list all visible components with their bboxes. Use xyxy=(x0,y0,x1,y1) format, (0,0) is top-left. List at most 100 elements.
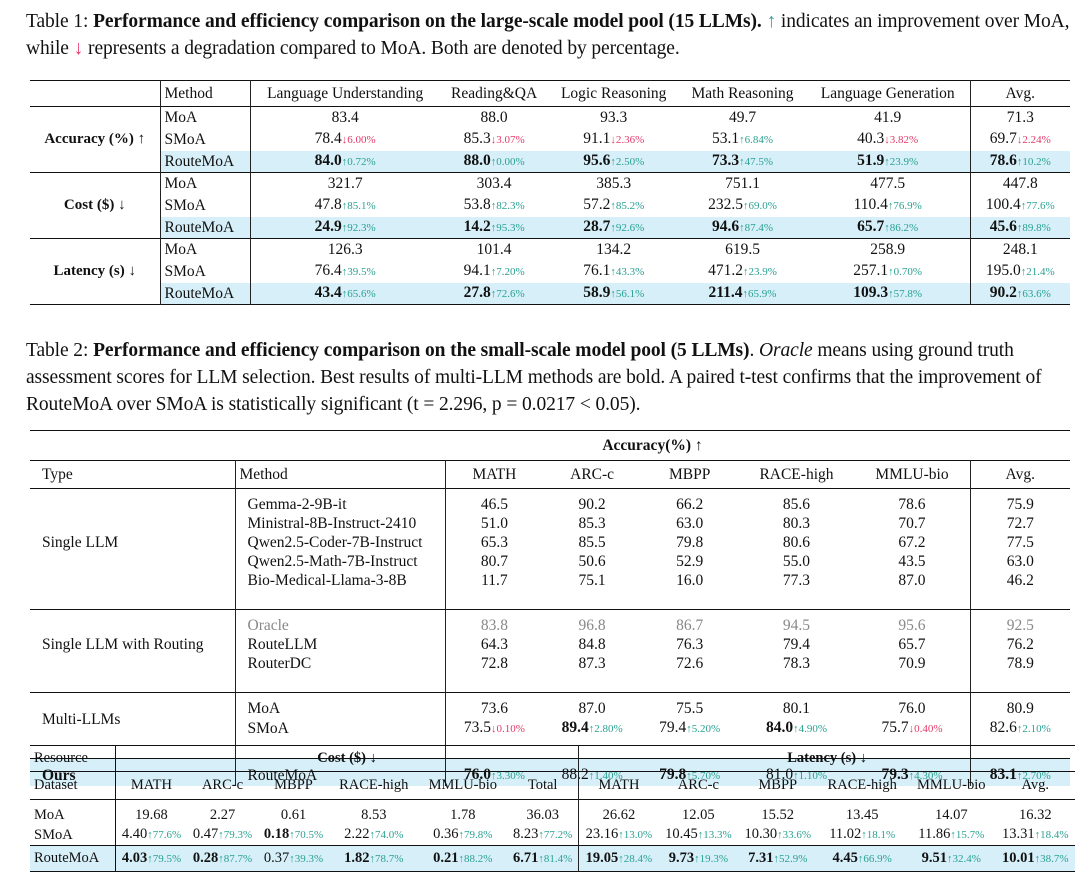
table1-value-cell: 27.8↑72.6% xyxy=(439,282,549,305)
cell-value: 211.4 xyxy=(708,283,743,301)
table2-row: Bio-Medical-Llama-3-8B 11.7 75.1 16.0 77.3 87… xyxy=(30,571,1070,590)
cell-delta: ↑79.8% xyxy=(458,829,493,841)
cell-delta: ↑39.5% xyxy=(341,266,376,278)
table3-value-cell: 10.30↑33.6% xyxy=(738,825,817,846)
cell-value: 28.7 xyxy=(583,217,611,235)
cell-delta: ↑18.1% xyxy=(861,829,896,841)
table3-method-cell: MoA xyxy=(30,799,116,825)
table3-value-cell: 0.36↑79.8% xyxy=(419,825,508,846)
cell-value: 1.82 xyxy=(344,849,370,866)
cell-value: 0.47 xyxy=(192,826,219,842)
table3-value-cell: 10.45↑13.3% xyxy=(659,825,738,846)
spacer-cell xyxy=(641,673,739,693)
cell-value: 2.27 xyxy=(209,807,236,823)
table2-caption: Table 2: Performance and efficiency comp… xyxy=(26,337,1072,418)
table2-row: Qwen2.5-Math-7B-Instruct 80.7 50.6 52.9 55.0… xyxy=(30,552,1070,571)
table2-value-cell: 86.7 xyxy=(641,610,739,636)
table3: Resource Cost ($) ↓ Latency (s) ↓ Dataset MA… xyxy=(30,745,1075,872)
cell-value: 93.3 xyxy=(600,109,628,127)
table3-cost-col: MMLU-bio xyxy=(428,777,498,793)
table2-value-cell: 80.3 xyxy=(738,514,854,533)
table3-value-cell: 0.28↑87.7% xyxy=(187,845,258,872)
table2-value-cell: 83.8 xyxy=(444,609,544,635)
table1-header-cell: Avg. xyxy=(969,80,1070,107)
table2-value-cell: 76.2 xyxy=(969,635,1070,654)
table1-row: SMoA 47.8↑85.1% 53.8↑82.3% 57.2↑85.2% 232.5↑… xyxy=(30,194,1070,217)
cell-delta: ↑43.3% xyxy=(610,266,645,278)
cell-value: 86.7 xyxy=(676,617,704,634)
cell-delta: ↑5.70% xyxy=(686,770,721,782)
cell-value: 0.18 xyxy=(263,826,290,842)
table2-method-cell: Qwen2.5-Math-7B-Instruct xyxy=(234,552,445,571)
cell-delta: ↑4.30% xyxy=(908,770,943,782)
table1-value-cell: 232.5↑69.0% xyxy=(679,195,806,217)
cell-value: 51.9 xyxy=(857,151,885,169)
spacer-cell xyxy=(969,590,1070,610)
table2-value-cell: 66.2 xyxy=(641,489,739,515)
cell-value: 12.05 xyxy=(682,807,715,823)
cell-value: 0.36 xyxy=(433,826,459,842)
cell-value: 303.4 xyxy=(476,175,512,193)
table2-header-cell: Method xyxy=(234,460,445,489)
table3-latency-header: Latency (s) ↓ xyxy=(578,745,1075,772)
table1-header-cell: Language Generation xyxy=(820,85,955,102)
spacer-cell xyxy=(30,590,235,610)
table2-group-spacer xyxy=(30,590,1070,610)
cell-value: 83.8 xyxy=(480,617,508,634)
table3-value-cell: 19.05↑28.4% xyxy=(578,845,659,872)
cell-value: 49.7 xyxy=(728,109,757,127)
table2-super-spacer xyxy=(30,431,235,461)
cell-delta: ↑69.0% xyxy=(742,200,777,212)
table2-value-cell: 75.7↓0.40% xyxy=(854,718,970,739)
table2-value-cell: 79.8 xyxy=(641,533,739,552)
cell-delta: ↑13.0% xyxy=(618,829,653,841)
cell-value: 71.3 xyxy=(1006,109,1034,127)
table2-type-cell: Single LLM with Routing xyxy=(42,636,204,653)
table1-value-cell: 447.8 xyxy=(969,172,1070,195)
cell-delta: ↑3.30% xyxy=(491,770,525,782)
cell-value: 78.6 xyxy=(898,496,926,513)
cell-delta: ↑76.9% xyxy=(887,200,922,212)
cell-delta: ↑6.84% xyxy=(739,134,774,146)
spacer-cell xyxy=(854,590,970,610)
cell-value: 78.4 xyxy=(314,130,342,147)
table3-value-cell: 1.82↑78.7% xyxy=(329,845,419,872)
table3-value-cell: 9.51↑32.4% xyxy=(906,845,996,872)
table1-value-cell: 101.4 xyxy=(440,239,548,261)
table2-row: Single LLM with Routing Oracle 83.8 96.8 86.… xyxy=(30,609,1070,653)
cell-delta: ↑19.3% xyxy=(694,852,728,865)
cell-value: 73.6 xyxy=(480,700,508,717)
cell-value: 26.62 xyxy=(602,807,636,823)
cell-value: 41.9 xyxy=(874,109,902,127)
table1-header-cell: Method xyxy=(159,80,250,107)
table1-value-cell: 477.5 xyxy=(806,173,970,195)
spacer-cell xyxy=(444,739,544,759)
table3-value-cell: 4.03↑79.5% xyxy=(115,845,187,872)
cell-value: 78.9 xyxy=(1006,655,1034,672)
table3-value-cell: 14.07 xyxy=(907,800,996,826)
table1-caption: Table 1: Performance and efficiency comp… xyxy=(26,8,1072,62)
table3-value-cell: 0.37↑39.3% xyxy=(258,845,329,872)
cell-value: 77.3 xyxy=(782,572,811,589)
table1-value-cell: 258.9 xyxy=(806,239,970,261)
cell-delta: ↑47.5% xyxy=(739,155,774,168)
cell-delta: ↑74.0% xyxy=(369,829,404,841)
table1-method-cell: SMoA xyxy=(159,260,250,283)
cell-value: 77.5 xyxy=(1006,534,1034,551)
cell-delta: ↑63.6% xyxy=(1016,287,1051,300)
cell-value: 447.8 xyxy=(1002,175,1038,193)
cell-value: 0.21 xyxy=(433,849,459,866)
table2-value-cell: 65.3 xyxy=(444,533,544,552)
caption-up-arrow-icon: ↑ xyxy=(766,11,777,32)
cell-value: 110.4 xyxy=(853,196,888,213)
cell-value: 64.3 xyxy=(480,636,508,653)
table2-row: Qwen2.5-Coder-7B-Instruct 65.3 85.5 79.8 80.… xyxy=(30,533,1070,552)
cell-delta: ↓3.82% xyxy=(884,134,919,146)
table2-value-cell: 78.6 xyxy=(854,489,970,515)
cell-value: 84.0 xyxy=(765,719,794,736)
spacer-cell xyxy=(641,590,739,610)
table2-value-cell: 77.5 xyxy=(969,533,1070,552)
table2-value-cell: 80.1 xyxy=(738,693,854,719)
cell-delta: ↑88.2% xyxy=(458,852,493,865)
cell-delta: ↑92.3% xyxy=(341,221,376,234)
